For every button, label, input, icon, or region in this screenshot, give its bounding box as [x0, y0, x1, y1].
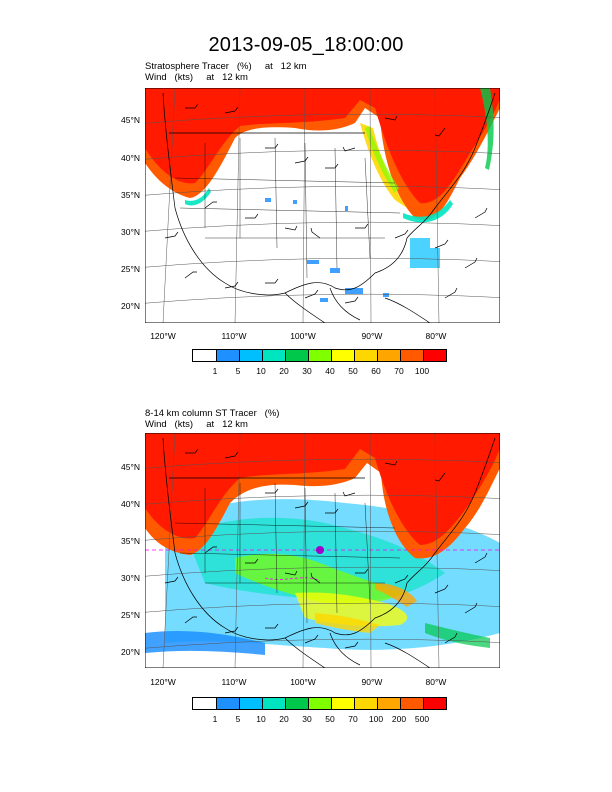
colorbar-swatch — [423, 350, 446, 361]
colorbar-tick-label: 50 — [325, 714, 335, 724]
colorbar-swatch — [308, 698, 331, 709]
colorbar-tick-label: 10 — [256, 366, 266, 376]
colorbar-swatch — [193, 698, 216, 709]
colorbar-tick-label: 70 — [394, 366, 404, 376]
panel2-subtitle-2: Wind (kts) at 12 km — [145, 419, 248, 430]
panel1-lat-label: 40°N — [121, 153, 140, 163]
panel1-colorbar — [192, 349, 447, 362]
panel1-lat-label: 35°N — [121, 190, 140, 200]
panel1-lat-label: 30°N — [121, 227, 140, 237]
colorbar-swatch — [354, 350, 377, 361]
colorbar-tick-label: 100 — [414, 366, 430, 376]
colorbar-tick-label: 500 — [414, 714, 430, 724]
panel1-lon-label: 90°W — [361, 331, 383, 341]
colorbar-swatch — [239, 350, 262, 361]
colorbar-swatch — [331, 698, 354, 709]
colorbar-swatch — [400, 698, 423, 709]
colorbar-tick-label: 20 — [279, 366, 289, 376]
panel2-subtitle-1: 8-14 km column ST Tracer (%) — [145, 408, 280, 419]
colorbar-swatch — [331, 350, 354, 361]
panel2-lon-label: 100°W — [290, 677, 316, 687]
panel1-subtitle-2: Wind (kts) at 12 km — [145, 72, 248, 83]
panel2-lon-label: 120°W — [150, 677, 176, 687]
colorbar-tick-label: 10 — [256, 714, 266, 724]
colorbar-swatch — [423, 698, 446, 709]
panel1-lon-label: 120°W — [150, 331, 176, 341]
panel2-map — [145, 433, 500, 668]
colorbar-tick-label: 30 — [302, 366, 312, 376]
colorbar-tick-label: 40 — [325, 366, 335, 376]
colorbar-swatch — [400, 350, 423, 361]
panel1-map — [145, 88, 500, 323]
colorbar-swatch — [285, 698, 308, 709]
panel1-lon-label: 110°W — [221, 331, 247, 341]
panel2-lat-label: 20°N — [121, 647, 140, 657]
colorbar-tick-label: 200 — [391, 714, 407, 724]
colorbar-swatch — [377, 350, 400, 361]
colorbar-tick-label: 30 — [302, 714, 312, 724]
panel2-colorbar — [192, 697, 447, 710]
colorbar-tick-label: 20 — [279, 714, 289, 724]
panel1-tracer-core — [145, 88, 500, 204]
colorbar-swatch — [239, 698, 262, 709]
colorbar-tick-label: 60 — [371, 366, 381, 376]
colorbar-tick-label: 70 — [348, 714, 358, 724]
colorbar-swatch — [262, 350, 285, 361]
colorbar-swatch — [216, 698, 239, 709]
colorbar-swatch — [216, 350, 239, 361]
panel2-lon-label: 80°W — [425, 677, 447, 687]
colorbar-swatch — [262, 698, 285, 709]
colorbar-tick-label: 50 — [348, 366, 358, 376]
panel2-lon-label: 90°W — [361, 677, 383, 687]
panel1-lat-label: 45°N — [121, 115, 140, 125]
colorbar-swatch — [377, 698, 400, 709]
panel2-lat-label: 30°N — [121, 573, 140, 583]
colorbar-tick-label: 5 — [235, 714, 241, 724]
panel1-lon-label: 80°W — [425, 331, 447, 341]
colorbar-tick-label: 1 — [212, 714, 218, 724]
panel2-lat-label: 25°N — [121, 610, 140, 620]
colorbar-swatch — [193, 350, 216, 361]
figure-title: 2013-09-05_18:00:00 — [208, 34, 404, 56]
colorbar-swatch — [308, 350, 331, 361]
panel1-lat-label: 25°N — [121, 264, 140, 274]
panel2-lat-label: 35°N — [121, 536, 140, 546]
panel1-lon-label: 100°W — [290, 331, 316, 341]
panel2-lat-label: 40°N — [121, 499, 140, 509]
colorbar-tick-label: 1 — [212, 366, 218, 376]
panel1-lat-label: 20°N — [121, 301, 140, 311]
panel2-lon-label: 110°W — [221, 677, 247, 687]
colorbar-tick-label: 100 — [368, 714, 384, 724]
colorbar-swatch — [285, 350, 308, 361]
colorbar-swatch — [354, 698, 377, 709]
colorbar-tick-label: 5 — [235, 366, 241, 376]
panel1-subtitle-1: Stratosphere Tracer (%) at 12 km — [145, 61, 307, 72]
panel2-lat-label: 45°N — [121, 462, 140, 472]
